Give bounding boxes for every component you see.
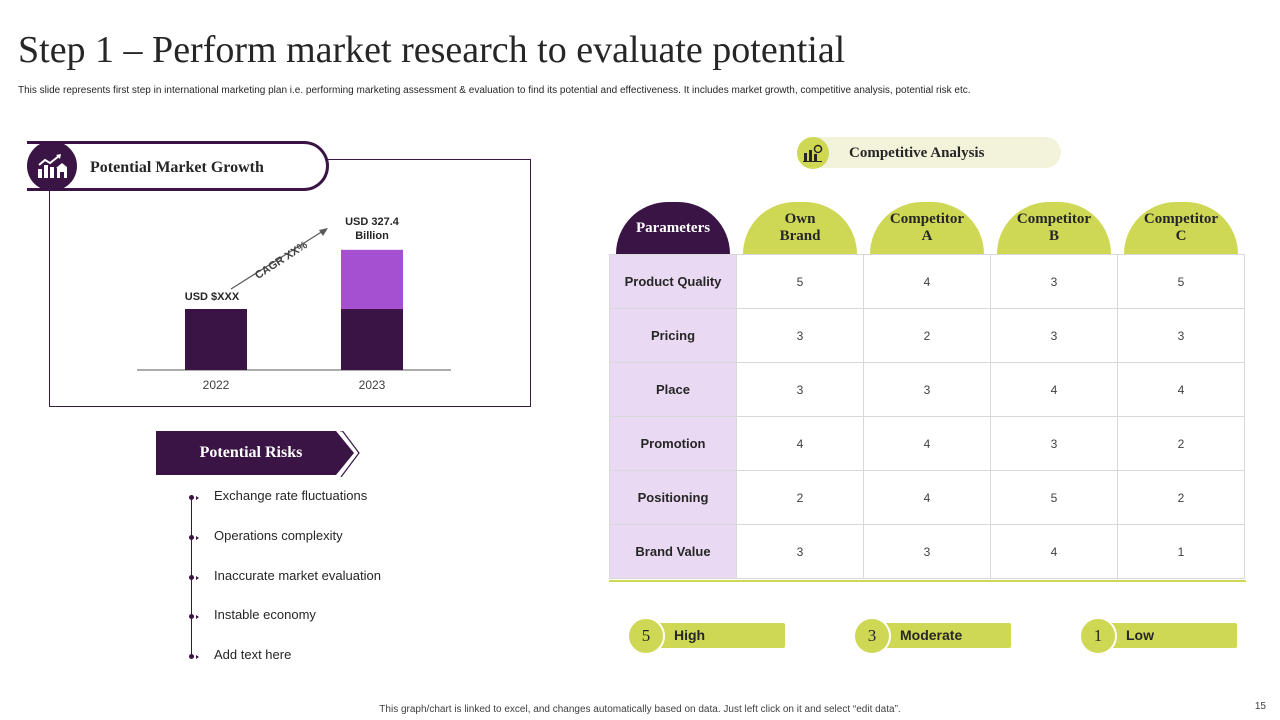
column-header-competitor-a: Competitor A bbox=[870, 202, 984, 254]
page-number: 15 bbox=[1254, 701, 1266, 712]
bar-2023 bbox=[341, 249, 403, 309]
x-tick-label: 2022 bbox=[203, 378, 230, 392]
bar-data-label: USD 327.4 bbox=[345, 216, 400, 228]
parameter-cell: Positioning bbox=[609, 470, 737, 525]
score-cell: 2 bbox=[863, 308, 991, 363]
legend-number: 3 bbox=[853, 617, 891, 655]
risk-text: Add text here bbox=[214, 647, 292, 662]
cagr-arrow bbox=[230, 230, 324, 290]
bar-2023 bbox=[341, 309, 403, 370]
column-header-competitor-c: Competitor C bbox=[1124, 202, 1238, 254]
table-row: Place 3 3 4 4 bbox=[609, 362, 1245, 417]
market-growth-chart: USD $XXX USD 327.4 Billion 2022 2023 CAG… bbox=[137, 216, 451, 392]
score-cell: 4 bbox=[1117, 362, 1245, 417]
table-row: Pricing 3 2 3 3 bbox=[609, 308, 1245, 363]
analysis-chart-icon bbox=[797, 137, 829, 169]
bullet-icon bbox=[187, 533, 199, 542]
risk-text: Operations complexity bbox=[214, 528, 343, 543]
column-header-label: Competitor B bbox=[1016, 211, 1092, 244]
legend-label: Moderate bbox=[900, 627, 963, 643]
table-bottom-rule bbox=[609, 580, 1246, 582]
bullet-icon bbox=[187, 612, 199, 621]
risk-text: Inaccurate market evaluation bbox=[214, 568, 381, 583]
score-cell: 3 bbox=[736, 524, 864, 579]
parameter-cell: Promotion bbox=[609, 416, 737, 471]
risk-item: Operations complexity bbox=[187, 527, 343, 547]
competitive-analysis-header bbox=[797, 137, 1061, 168]
potential-risks-label: Potential Risks bbox=[199, 444, 303, 461]
risk-item: Add text here bbox=[187, 646, 291, 666]
parameter-cell: Product Quality bbox=[609, 254, 737, 309]
score-cell: 3 bbox=[736, 308, 864, 363]
score-cell: 4 bbox=[736, 416, 864, 471]
score-cell: 4 bbox=[863, 416, 991, 471]
score-cell: 2 bbox=[1117, 470, 1245, 525]
legend-bar bbox=[645, 623, 785, 648]
score-cell: 4 bbox=[863, 470, 991, 525]
score-cell: 4 bbox=[863, 254, 991, 309]
table-row: Positioning 2 4 5 2 bbox=[609, 470, 1245, 525]
score-cell: 5 bbox=[736, 254, 864, 309]
legend-number: 1 bbox=[1079, 617, 1117, 655]
score-cell: 3 bbox=[990, 308, 1118, 363]
score-cell: 2 bbox=[736, 470, 864, 525]
parameter-cell: Pricing bbox=[609, 308, 737, 363]
x-tick-label: 2023 bbox=[359, 378, 386, 392]
score-cell: 3 bbox=[990, 416, 1118, 471]
page-subtitle: This slide represents first step in inte… bbox=[18, 85, 971, 96]
score-cell: 2 bbox=[1117, 416, 1245, 471]
cagr-arrow-head bbox=[319, 228, 328, 236]
risk-text: Exchange rate fluctuations bbox=[214, 488, 368, 503]
bullet-icon bbox=[187, 573, 199, 582]
score-cell: 3 bbox=[863, 362, 991, 417]
page-title: Step 1 – Perform market research to eval… bbox=[18, 29, 846, 71]
score-cell: 5 bbox=[1117, 254, 1245, 309]
bar-data-label: USD $XXX bbox=[185, 291, 240, 303]
score-cell: 3 bbox=[990, 254, 1118, 309]
legend-bar bbox=[871, 623, 1011, 648]
risk-item: Exchange rate fluctuations bbox=[187, 487, 367, 507]
table-row: Brand Value 3 3 4 1 bbox=[609, 524, 1245, 579]
table-row: Promotion 4 4 3 2 bbox=[609, 416, 1245, 471]
bar-2022 bbox=[185, 309, 247, 370]
parameter-cell: Brand Value bbox=[609, 524, 737, 579]
column-header-own-brand: Own Brand bbox=[743, 202, 857, 254]
growth-chart-icon bbox=[27, 141, 77, 191]
legend-number: 5 bbox=[627, 617, 665, 655]
cagr-label: CAGR XX% bbox=[253, 239, 310, 282]
market-growth-header: Potential Market Growth bbox=[27, 141, 329, 191]
potential-risks-tag bbox=[156, 431, 360, 477]
column-header-parameters: Parameters bbox=[616, 202, 730, 254]
market-growth-label: Potential Market Growth bbox=[90, 159, 264, 176]
risk-item: Inaccurate market evaluation bbox=[187, 567, 381, 587]
legend-label: High bbox=[674, 627, 706, 643]
competitive-analysis-label: Competitive Analysis bbox=[849, 145, 985, 161]
table-row: Product Quality 5 4 3 5 bbox=[609, 254, 1245, 309]
score-cell: 3 bbox=[863, 524, 991, 579]
column-header-competitor-b: Competitor B bbox=[997, 202, 1111, 254]
column-header-label: Own Brand bbox=[779, 211, 821, 244]
risk-item: Instable economy bbox=[187, 606, 316, 626]
score-cell: 1 bbox=[1117, 524, 1245, 579]
score-cell: 4 bbox=[990, 524, 1118, 579]
footer-note: This graph/chart is linked to excel, and… bbox=[379, 704, 901, 715]
bar-data-label: Billion bbox=[355, 230, 389, 242]
bullet-icon bbox=[187, 652, 199, 661]
risk-text: Instable economy bbox=[214, 607, 316, 622]
legend-label: Low bbox=[1126, 627, 1154, 643]
parameter-cell: Place bbox=[609, 362, 737, 417]
bullet-icon bbox=[187, 493, 199, 502]
competitive-analysis-table: Product Quality 5 4 3 5 Pricing 3 2 3 3 … bbox=[609, 254, 1245, 579]
score-cell: 4 bbox=[990, 362, 1118, 417]
score-cell: 5 bbox=[990, 470, 1118, 525]
legend-bar bbox=[1097, 623, 1237, 648]
column-header-label: Competitor C bbox=[1143, 211, 1219, 244]
score-cell: 3 bbox=[736, 362, 864, 417]
column-header-label: Competitor A bbox=[889, 211, 965, 244]
score-cell: 3 bbox=[1117, 308, 1245, 363]
